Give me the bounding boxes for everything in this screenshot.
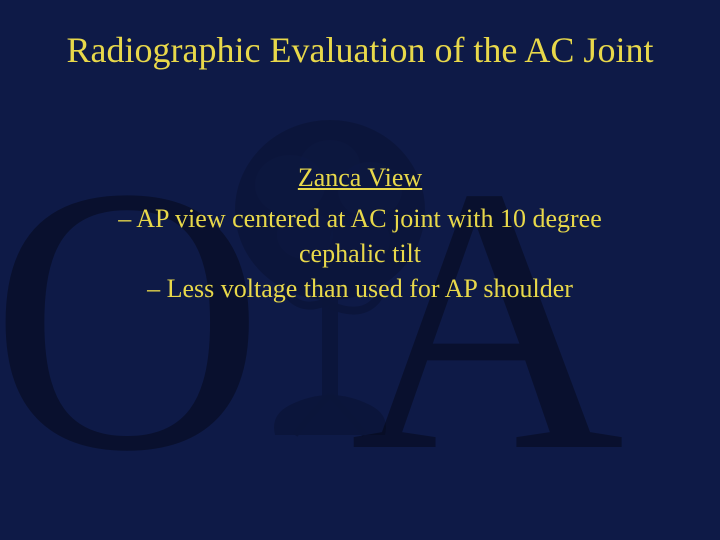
bullet-list: – AP view centered at AC joint with 10 d… [48,201,672,306]
bullet-item: – AP view centered at AC joint with 10 d… [88,201,632,271]
bullet-item: – Less voltage than used for AP shoulder [88,271,632,306]
slide-title: Radiographic Evaluation of the AC Joint [48,28,672,73]
slide-content: Radiographic Evaluation of the AC Joint … [0,0,720,540]
slide-subtitle: Zanca View [48,163,672,193]
